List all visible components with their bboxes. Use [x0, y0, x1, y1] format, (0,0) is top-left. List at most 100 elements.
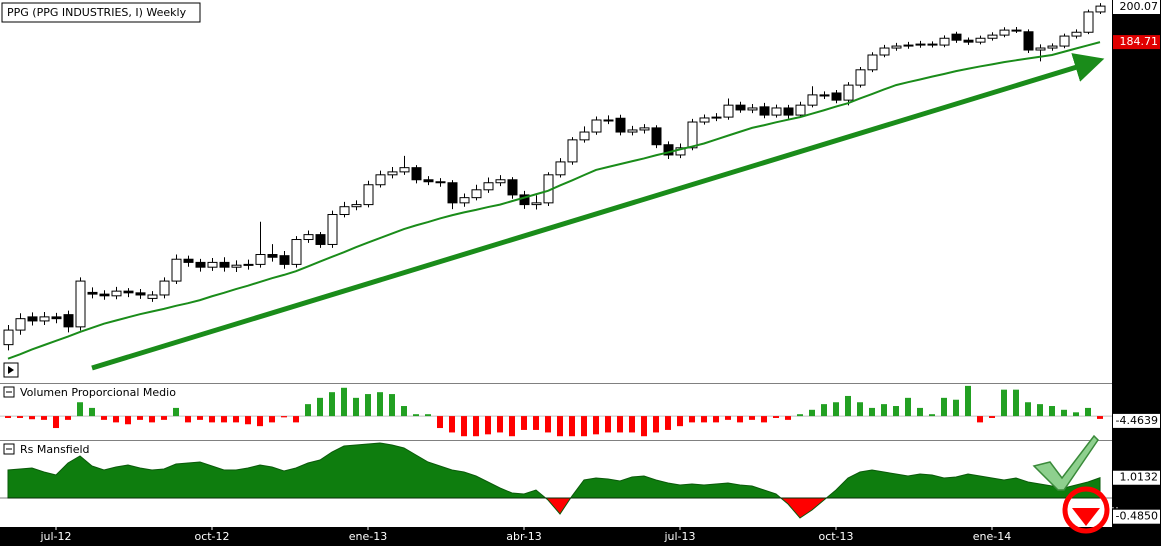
candle-body: [987, 34, 998, 39]
y-tick-label: -0.4850: [1116, 510, 1158, 523]
candle-body: [243, 263, 254, 266]
volume-bar: [137, 416, 143, 420]
candle-body: [579, 131, 590, 141]
candle-body: [867, 54, 878, 71]
volume-bar: [545, 416, 551, 433]
volume-bar: [353, 397, 359, 417]
volume-bar: [209, 416, 215, 423]
candle-body: [819, 94, 830, 97]
volume-bar: [233, 416, 239, 423]
candle-body: [183, 258, 194, 263]
candle-body: [807, 94, 818, 106]
volume-bar: [197, 416, 203, 420]
candle-body: [399, 167, 410, 173]
candle-body: [843, 84, 854, 101]
volume-bar: [1097, 416, 1103, 419]
volume-bar: [41, 416, 47, 420]
volume-bar: [461, 416, 467, 437]
plot-background: [0, 0, 1112, 527]
candle-body: [963, 39, 974, 43]
volume-bar: [593, 416, 599, 435]
value-label-box: [1113, 470, 1160, 485]
volume-bar: [653, 416, 659, 433]
candle-body: [27, 316, 38, 322]
value-label: -4.4639: [1116, 414, 1158, 427]
volume-bar: [1013, 389, 1019, 417]
candle-body: [831, 92, 842, 101]
volume-bar: [305, 404, 311, 417]
candle-body: [387, 171, 398, 176]
candle-body: [267, 254, 278, 258]
candle-body: [231, 264, 242, 268]
title-box: [1, 2, 201, 23]
candle-body: [135, 292, 146, 296]
candle-body: [603, 119, 614, 122]
volume-bar: [965, 385, 971, 417]
candle-body: [555, 161, 566, 176]
volume-bar: [557, 416, 563, 437]
volume-bar: [77, 402, 83, 417]
panel-title: Volumen Proporcional Medio: [20, 386, 176, 399]
candle-body: [327, 214, 338, 245]
candle-body: [627, 129, 638, 133]
red-circle: [1062, 486, 1110, 534]
volume-bar: [329, 392, 335, 417]
candle-body: [591, 119, 602, 133]
volume-bar: [737, 416, 743, 423]
candle-body: [855, 69, 866, 86]
candle-body: [315, 234, 326, 245]
candle-body: [759, 106, 770, 116]
volume-bar: [365, 394, 371, 417]
scroll-icon: [8, 366, 14, 374]
candle-body: [171, 258, 182, 282]
volume-bar: [17, 416, 23, 418]
volume-bar: [713, 416, 719, 423]
volume-bar: [1049, 406, 1055, 417]
volume-bar: [665, 416, 671, 430]
volume-bar: [473, 416, 479, 437]
candle-body: [783, 107, 794, 116]
value-label-box: [1113, 0, 1160, 14]
volume-bar: [1037, 404, 1043, 417]
value-label: 1.0132: [1120, 471, 1159, 484]
candle-body: [111, 290, 122, 297]
candle-body: [447, 182, 458, 204]
candle-body: [615, 117, 626, 133]
down-arrow: [1072, 508, 1100, 526]
volume-bar: [641, 416, 647, 437]
candle-body: [639, 127, 650, 131]
candle-body: [51, 316, 62, 320]
candle-body: [195, 261, 206, 268]
volume-bar: [533, 416, 539, 430]
volume-bar: [617, 416, 623, 433]
candle-body: [207, 261, 218, 268]
volume-bar: [5, 416, 11, 418]
panel-title: Rs Mansfield: [20, 443, 90, 456]
candle-body: [795, 104, 806, 116]
candle-body: [975, 37, 986, 43]
candle-body: [903, 44, 914, 47]
volume-bar: [413, 414, 419, 417]
value-label: 200.07: [1120, 0, 1159, 13]
volume-bar: [749, 416, 755, 420]
candle-body: [1047, 45, 1058, 49]
trend-arrow: [91, 53, 1105, 371]
candle-body: [663, 144, 674, 156]
candle-body: [687, 121, 698, 149]
volume-bar: [173, 407, 179, 417]
volume-bar: [281, 416, 287, 418]
volume-bar: [317, 397, 323, 417]
right-axis-strip: [1112, 0, 1161, 546]
volume-bar: [977, 416, 983, 423]
tick-label-box: [1113, 509, 1160, 524]
volume-bar: [257, 416, 263, 427]
candle-body: [87, 291, 98, 295]
candle-body: [351, 204, 362, 208]
candle-body: [435, 181, 446, 184]
candle-body: [123, 290, 134, 294]
candle-body: [495, 179, 506, 184]
volume-bar: [29, 416, 35, 420]
volume-bar: [113, 416, 119, 423]
volume-bar: [881, 404, 887, 417]
